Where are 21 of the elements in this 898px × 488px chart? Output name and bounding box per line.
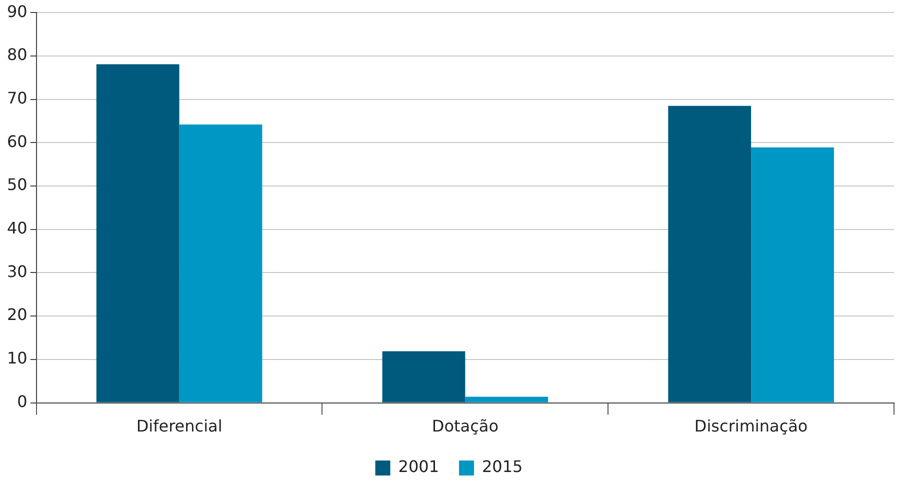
y-tick-label: 50	[7, 175, 28, 194]
y-tick-label: 10	[7, 348, 28, 368]
bar	[96, 64, 180, 402]
legend-label: 2001	[398, 457, 439, 476]
y-tick-label: 20	[7, 305, 28, 324]
bar	[668, 106, 752, 402]
bar	[751, 147, 834, 402]
y-tick-label: 70	[7, 88, 28, 108]
x-tick-label: Dotação	[432, 416, 498, 436]
y-tick-label: 60	[7, 132, 28, 151]
y-tick-label: 90	[7, 2, 28, 21]
bar	[179, 124, 262, 402]
bar	[382, 351, 466, 402]
bar	[465, 396, 548, 402]
x-tick-label: Discriminação	[694, 416, 808, 436]
y-tick-label: 30	[7, 262, 28, 281]
y-tick-label: 40	[7, 218, 28, 238]
x-tick-label: Diferencial	[136, 416, 222, 436]
y-tick-label: 0	[17, 392, 28, 411]
y-tick-label: 80	[7, 45, 28, 64]
legend-label: 2015	[482, 457, 523, 476]
